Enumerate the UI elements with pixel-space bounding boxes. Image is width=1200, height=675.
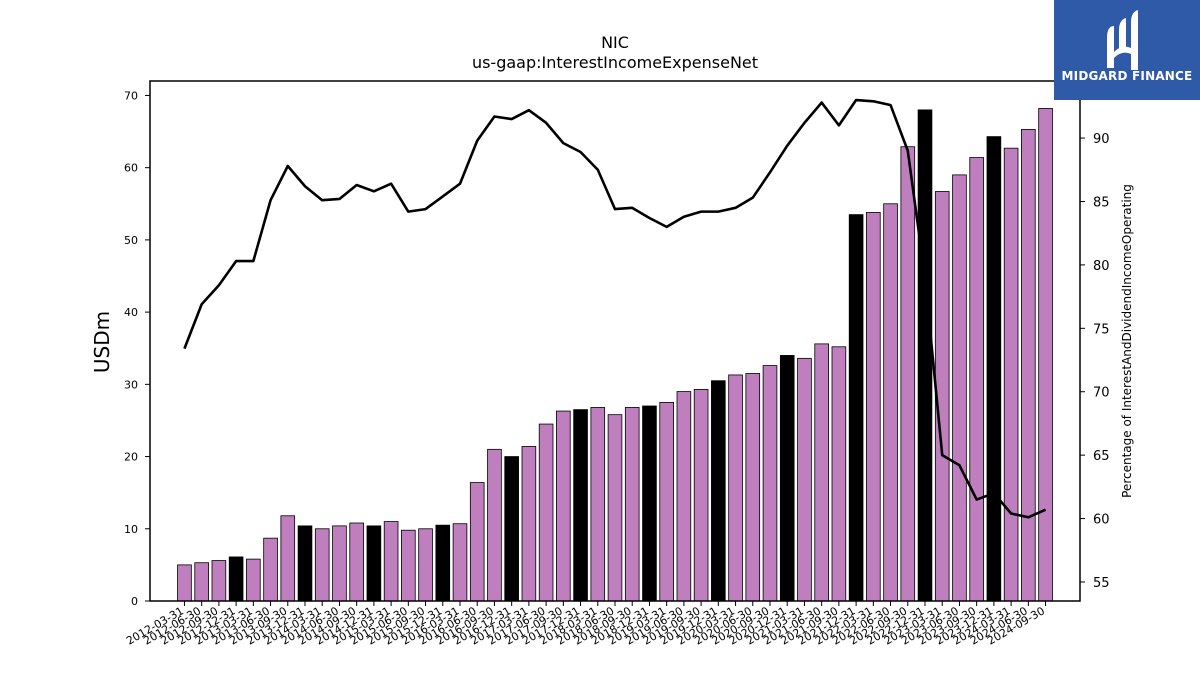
bars-group	[177, 108, 1053, 602]
bar-2019-12-31	[711, 380, 726, 602]
bar-2012-03-31	[177, 564, 192, 602]
y-tick-label: 10	[124, 523, 138, 536]
brand-logo: MIDGARD FINANCE	[1054, 0, 1200, 100]
bar-2014-06-30	[332, 525, 347, 602]
bar-2014-03-31	[314, 528, 330, 602]
y2-tick-label: 90	[1093, 132, 1110, 147]
y2-tick-label: 80	[1093, 259, 1110, 274]
bar-2022-06-30	[883, 203, 898, 602]
line-group	[183, 98, 1047, 519]
midgard-logo-icon	[1107, 10, 1138, 70]
y-tick-label: 70	[124, 89, 138, 102]
bar-2024-03-31	[1003, 147, 1019, 602]
bar-2013-09-30	[280, 515, 296, 602]
bar-2014-12-31	[366, 525, 382, 602]
bar-2017-12-31	[573, 409, 588, 602]
x-axis: 2012-03-312012-06-302012-09-302012-12-31…	[124, 601, 1047, 648]
y2-tick-label: 55	[1093, 576, 1110, 591]
bar-2017-09-30	[556, 410, 571, 602]
y2-tick-label: 85	[1093, 195, 1110, 210]
line-series	[183, 98, 1047, 519]
bar-2021-03-31	[797, 357, 812, 602]
bar-2023-12-31	[986, 136, 1002, 602]
y-axis: 0 10 20 30 40 50 60 70	[124, 89, 150, 608]
bar-2020-03-31	[728, 374, 743, 602]
bar-2017-03-31	[521, 446, 537, 602]
bar-2013-06-30	[263, 537, 278, 602]
bar-2020-06-30	[745, 373, 761, 602]
brand-name: MIDGARD FINANCE	[1061, 69, 1193, 83]
y2-tick-label: 60	[1093, 513, 1110, 528]
chart-subtitle: us-gaap:InterestIncomeExpenseNet	[472, 53, 758, 72]
y-tick-label: 60	[124, 162, 138, 175]
bar-2021-12-31	[848, 214, 864, 602]
y-tick-label: 30	[124, 378, 138, 391]
bar-2021-06-30	[814, 343, 829, 602]
y2-tick-label: 75	[1093, 322, 1110, 337]
y2-tick-label: 65	[1093, 449, 1110, 464]
bar-2023-09-30	[969, 157, 984, 602]
chart-title: NIC	[601, 33, 629, 52]
bar-2015-09-30	[418, 528, 433, 602]
y2-tick-label: 70	[1093, 386, 1110, 401]
y-tick-label: 0	[131, 595, 138, 608]
y-tick-label: 40	[124, 306, 138, 319]
bar-2016-03-31	[452, 523, 468, 602]
bar-2023-06-30	[952, 174, 967, 602]
y-tick-label: 50	[124, 234, 138, 247]
bar-2019-09-30	[693, 388, 709, 602]
bar-2019-06-30	[676, 391, 692, 602]
bar-2024-09-30	[1038, 108, 1053, 602]
bar-2012-12-31	[228, 556, 244, 602]
y-axis-label: USDm	[90, 311, 114, 373]
bar-2018-03-31	[590, 407, 606, 602]
bar-2016-09-30	[487, 448, 502, 602]
bar-2014-09-30	[349, 522, 364, 602]
bar-2022-12-31	[917, 109, 933, 602]
bar-2013-12-31	[297, 525, 313, 602]
bar-2020-12-31	[779, 355, 795, 602]
bar-2015-06-30	[401, 529, 416, 602]
bar-2015-03-31	[383, 521, 399, 602]
y2-axis: 55 60 65 70 75 80 85 90	[1080, 132, 1110, 591]
bar-2020-09-30	[762, 365, 778, 602]
bar-2016-12-31	[504, 456, 519, 602]
bar-2024-06-30	[1021, 128, 1036, 602]
bar-2012-06-30	[194, 562, 209, 602]
bar-2013-03-31	[246, 558, 261, 602]
bar-2012-09-30	[211, 560, 227, 602]
bar-2022-03-31	[866, 212, 881, 602]
bar-2015-12-31	[435, 524, 451, 602]
bar-2019-03-31	[659, 401, 674, 602]
bar-2017-06-30	[538, 423, 554, 602]
bar-2021-09-30	[831, 346, 847, 602]
y2-axis-label: Percentage of InterestAndDividendIncomeO…	[1120, 184, 1134, 498]
bar-2018-09-30	[624, 407, 640, 602]
bar-2018-12-31	[642, 405, 657, 602]
bar-2022-09-30	[900, 146, 916, 602]
bar-2016-06-30	[469, 482, 485, 602]
y-tick-label: 20	[124, 451, 138, 464]
bar-2018-06-30	[607, 414, 623, 602]
